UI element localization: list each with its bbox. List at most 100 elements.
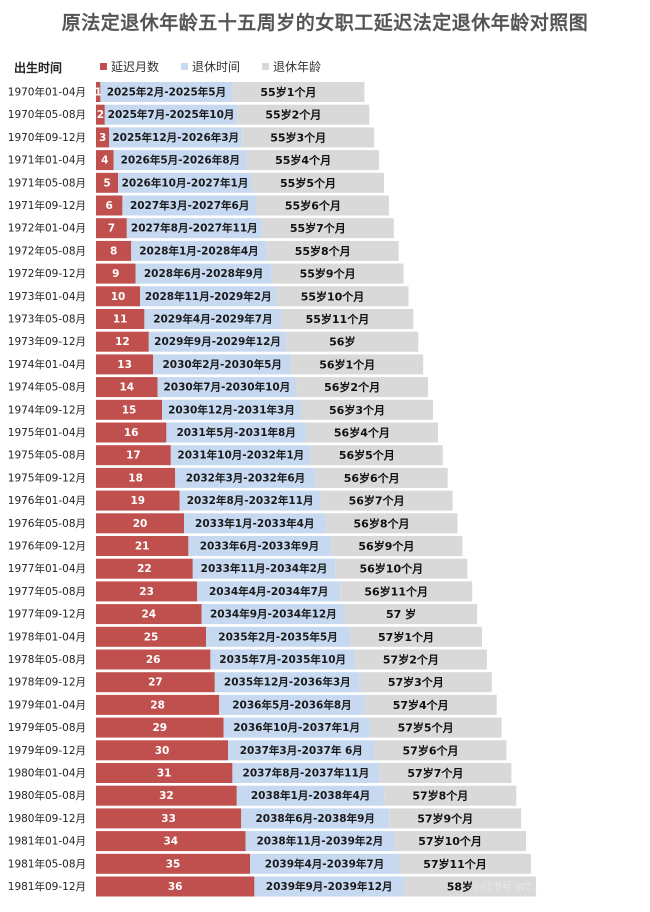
category-label: 1973年09-12月 — [8, 335, 86, 348]
bar-delay — [96, 82, 101, 102]
bar-retire-age — [261, 218, 394, 239]
category-label: 1971年09-12月 — [8, 199, 86, 212]
data-label-retire-time: 2028年6月-2028年9月 — [144, 267, 263, 280]
category-label: 1975年09-12月 — [8, 471, 86, 484]
data-label-retire-age: 56岁10个月 — [359, 562, 423, 576]
bar-retire-time — [135, 263, 272, 284]
bar-delay — [96, 763, 233, 783]
bar-retire-age — [389, 808, 522, 829]
bar-retire-time — [166, 422, 306, 443]
data-label-retire-age: 57岁3个月 — [388, 675, 444, 689]
data-label-delay: 20 — [133, 518, 148, 530]
bar-retire-time — [201, 604, 346, 625]
category-label: 1975年01-04月 — [8, 426, 86, 439]
category-label: 1981年01-04月 — [8, 835, 86, 848]
data-label-retire-age: 55岁6个月 — [285, 199, 341, 213]
bar-delay — [96, 490, 180, 511]
bar-retire-time — [118, 172, 252, 193]
data-label-retire-time: 2035年12月-2036年3月 — [224, 676, 351, 689]
bar-retire-age — [345, 604, 478, 625]
data-label-delay: 31 — [157, 768, 172, 780]
bar-retire-age — [305, 422, 438, 443]
data-label-retire-time: 2031年10月-2032年1月 — [177, 449, 304, 462]
category-label: 1973年01-04月 — [8, 290, 86, 303]
bar-retire-time — [223, 717, 370, 738]
category-label: 1975年05-08月 — [8, 449, 86, 462]
data-label-retire-time: 2025年2月-2025年5月 — [107, 86, 226, 99]
legend-item-delay: 延迟月数 — [100, 58, 159, 75]
data-label-retire-time: 2029年9月-2029年12月 — [154, 335, 281, 348]
data-label-delay: 16 — [124, 427, 139, 439]
category-label: 1978年09-12月 — [8, 676, 86, 689]
bar-delay — [96, 377, 158, 398]
category-label: 1981年05-08月 — [8, 857, 86, 870]
data-label-retire-age: 56岁2个月 — [324, 380, 380, 394]
data-label-delay: 22 — [137, 563, 152, 575]
bar-retire-time — [170, 445, 311, 466]
category-label: 1970年09-12月 — [8, 131, 86, 144]
data-label-retire-time: 2034年9月-2034年12月 — [210, 608, 337, 621]
data-label-delay: 7 — [108, 223, 115, 235]
bar-retire-time — [241, 808, 390, 829]
bar-retire-age — [374, 740, 507, 761]
data-label-retire-time: 2031年5月-2031年8月 — [176, 426, 295, 439]
data-label-retire-time: 2027年8月-2027年11月 — [131, 222, 258, 235]
legend-label-time: 退休时间 — [192, 60, 241, 74]
data-label-delay: 32 — [159, 790, 174, 802]
data-label-delay: 6 — [106, 200, 113, 212]
bar-delay — [96, 263, 136, 284]
data-label-retire-age: 56岁11个月 — [364, 584, 428, 598]
category-label: 1974年09-12月 — [8, 403, 86, 416]
bar-delay — [96, 536, 189, 556]
bar-retire-age — [291, 354, 424, 375]
data-label-retire-age: 56岁4个月 — [334, 426, 390, 440]
legend-swatch-delay — [100, 63, 107, 70]
category-label: 1972年01-04月 — [8, 222, 86, 235]
bar-retire-age — [394, 831, 527, 852]
category-label: 1978年01-04月 — [8, 630, 86, 643]
category-label: 1970年05-08月 — [8, 108, 86, 121]
data-label-retire-time: 2027年3月-2027年6月 — [130, 199, 249, 212]
data-label-retire-age: 57岁10个月 — [418, 834, 482, 848]
category-label: 1979年09-12月 — [8, 744, 86, 757]
data-label-retire-age: 57岁2个月 — [383, 653, 439, 667]
bar-delay — [96, 808, 242, 829]
bar-delay — [96, 558, 193, 579]
data-label-retire-age: 56岁7个月 — [349, 494, 405, 508]
data-label-retire-age: 55岁2个月 — [265, 108, 321, 122]
category-header: 出生时间 — [14, 61, 63, 75]
category-label: 1977年01-04月 — [8, 562, 86, 575]
data-label-retire-age: 55岁11个月 — [306, 312, 370, 326]
data-label-delay: 3 — [99, 132, 106, 144]
legend-label-age: 退休年龄 — [273, 60, 322, 74]
bar-delay — [96, 740, 228, 761]
bar-retire-age — [340, 581, 473, 602]
bar-delay — [96, 172, 118, 193]
data-label-retire-time: 2032年8月-2032年11月 — [187, 494, 314, 507]
data-label-retire-age: 57岁8个月 — [412, 789, 468, 803]
data-label-retire-age: 56岁8个月 — [354, 516, 410, 530]
bar-retire-time — [232, 763, 380, 783]
data-label-delay: 23 — [139, 586, 154, 598]
category-label: 1972年05-08月 — [8, 244, 86, 257]
data-label-retire-time: 2028年11月-2029年2月 — [145, 290, 272, 303]
data-label-retire-age: 57岁11个月 — [423, 857, 487, 871]
data-label-delay: 27 — [148, 677, 163, 689]
stacked-bar-chart: 1970年01-04月 1 2025年2月-2025年5月 55岁1个月 1970年05… — [8, 82, 536, 897]
bar-retire-time — [144, 309, 282, 329]
bar-retire-time — [179, 490, 321, 511]
data-label-delay: 17 — [126, 450, 141, 462]
bar-retire-age — [237, 104, 370, 125]
data-label-delay: 21 — [135, 541, 150, 553]
data-label-retire-time: 2029年4月-2029年7月 — [153, 313, 272, 326]
bar-delay — [96, 626, 206, 647]
bar-retire-age — [354, 649, 487, 670]
data-label-retire-time: 2028年1月-2028年4月 — [139, 244, 258, 257]
data-label-retire-age: 55岁3个月 — [270, 130, 326, 144]
data-label-retire-age: 56岁1个月 — [319, 357, 375, 371]
data-label-delay: 35 — [166, 858, 181, 870]
bar-delay — [96, 399, 162, 420]
data-label-retire-time: 2037年3月-2037年 6月 — [240, 744, 363, 757]
data-label-retire-age: 55岁8个月 — [295, 244, 351, 258]
bar-delay — [96, 104, 105, 125]
